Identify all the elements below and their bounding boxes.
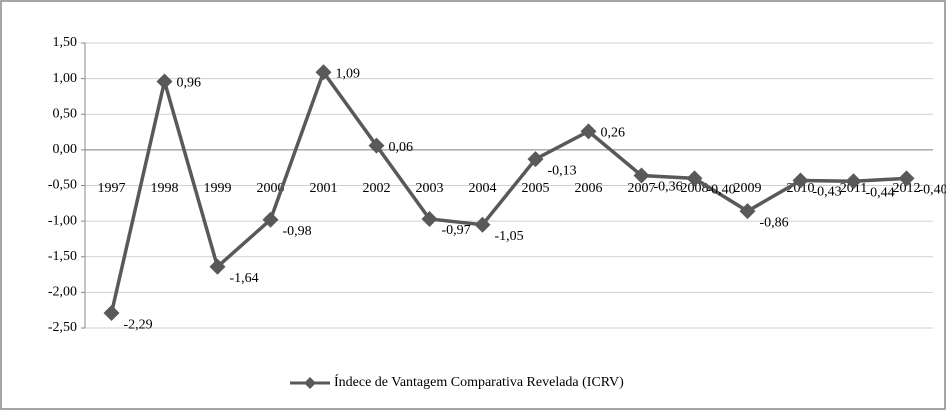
x-tick-label: 1999 (204, 181, 232, 196)
x-tick-label: 2006 (575, 181, 603, 196)
marker (898, 170, 915, 187)
x-tick-label: 2000 (257, 181, 285, 196)
marker (262, 211, 279, 228)
y-tick-label: -1,50 (48, 249, 77, 264)
x-tick-label: 2004 (469, 181, 497, 196)
x-tick-label: 2003 (416, 181, 444, 196)
y-tick-label: 1,00 (53, 71, 78, 86)
y-tick-label: 1,50 (53, 35, 78, 50)
data-label: -0,97 (442, 223, 471, 238)
x-tick-label: 2005 (522, 181, 550, 196)
data-label: -0,13 (548, 163, 577, 178)
y-tick-label: -2,50 (48, 320, 77, 335)
y-tick-label: 0,00 (53, 142, 78, 157)
data-label: 0,06 (389, 140, 414, 155)
x-tick-label: 2007 (628, 181, 656, 196)
y-tick-label: -0,50 (48, 178, 77, 193)
marker (368, 137, 385, 154)
marker (527, 151, 544, 168)
marker (686, 170, 703, 187)
data-label: -0,86 (760, 215, 789, 230)
series-line (109, 68, 907, 314)
marker (792, 172, 809, 189)
x-tick-label: 2009 (734, 181, 762, 196)
legend-marker (304, 377, 316, 389)
data-label: -0,36 (654, 180, 683, 195)
marker (103, 305, 120, 322)
x-tick-label: 1997 (98, 181, 126, 196)
y-tick-label: -1,00 (48, 213, 77, 228)
data-label: -0,44 (866, 185, 895, 200)
x-tick-label: 2002 (363, 181, 391, 196)
x-tick-label: 2008 (681, 181, 709, 196)
marker (845, 173, 862, 190)
x-tick-label: 1998 (151, 181, 179, 196)
marker (633, 167, 650, 184)
marker (739, 203, 756, 220)
marker (580, 123, 597, 140)
data-label: -0,98 (283, 224, 312, 239)
x-tick-label: 2012 (893, 181, 921, 196)
x-tick-label: 2001 (310, 181, 338, 196)
data-label: 0,26 (601, 126, 626, 141)
data-label: -0,40 (707, 183, 736, 198)
data-label: -2,29 (124, 317, 153, 332)
data-label: -1,64 (230, 271, 259, 286)
marker (156, 73, 173, 90)
y-tick-label: 0,50 (53, 106, 78, 121)
legend-label: Índece de Vantagem Comparativa Revelada … (334, 373, 624, 390)
marker (474, 216, 491, 233)
marker (209, 258, 226, 275)
y-tick-label: -2,00 (48, 285, 77, 300)
data-label: -0,43 (813, 185, 842, 200)
marker (315, 64, 332, 81)
data-label: 1,09 (336, 66, 361, 81)
marker (421, 210, 438, 227)
data-label: -0,40 (919, 183, 946, 198)
data-label: 0,96 (177, 76, 202, 91)
data-label: -1,05 (495, 229, 524, 244)
